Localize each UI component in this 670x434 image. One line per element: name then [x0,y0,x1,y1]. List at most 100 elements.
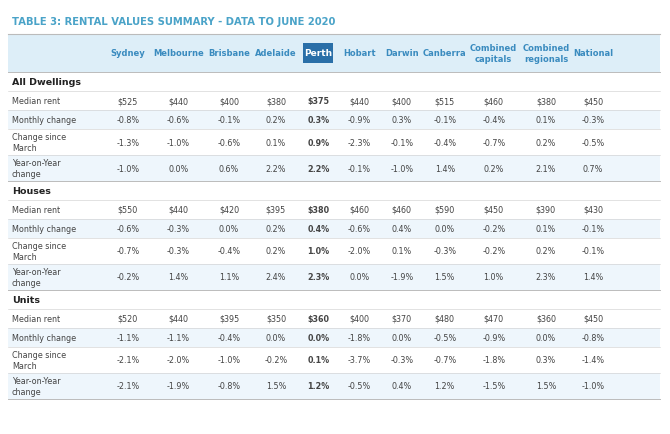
Text: -0.3%: -0.3% [167,247,190,256]
Text: $550: $550 [118,206,138,214]
Text: -1.0%: -1.0% [218,356,241,365]
Text: Darwin: Darwin [385,49,419,58]
Text: $380: $380 [536,97,556,106]
Bar [8,373,660,399]
Text: -1.8%: -1.8% [348,333,371,342]
Text: -1.0%: -1.0% [167,138,190,147]
Text: 0.2%: 0.2% [266,116,286,125]
Text: -0.7%: -0.7% [117,247,139,256]
Text: Perth: Perth [304,49,332,58]
Text: $470: $470 [484,314,504,323]
Text: -1.1%: -1.1% [117,333,139,342]
Text: -0.1%: -0.1% [348,164,371,173]
Bar [8,328,660,347]
Text: Brisbane: Brisbane [208,49,250,58]
Text: -0.6%: -0.6% [167,116,190,125]
Text: $440: $440 [168,206,188,214]
Text: Monthly change: Monthly change [12,333,76,342]
Text: 2.2%: 2.2% [307,164,330,173]
Text: -1.1%: -1.1% [167,333,190,342]
Text: $395: $395 [266,206,286,214]
Text: $440: $440 [350,97,369,106]
Bar [304,44,334,64]
Bar [8,309,660,328]
Text: 0.2%: 0.2% [484,164,504,173]
Text: -2.0%: -2.0% [167,356,190,365]
Text: 1.5%: 1.5% [435,273,455,282]
Text: 0.0%: 0.0% [392,333,412,342]
Text: -1.5%: -1.5% [482,381,505,391]
Text: -0.7%: -0.7% [482,138,505,147]
Text: $590: $590 [435,206,455,214]
Text: TABLE 3: RENTAL VALUES SUMMARY - DATA TO JUNE 2020: TABLE 3: RENTAL VALUES SUMMARY - DATA TO… [12,17,336,27]
Text: -1.8%: -1.8% [482,356,505,365]
Text: $400: $400 [219,97,239,106]
Text: $450: $450 [583,97,603,106]
Text: 0.1%: 0.1% [536,224,556,233]
Text: Sydney: Sydney [111,49,145,58]
Bar [8,156,660,181]
Text: Monthly change: Monthly change [12,116,76,125]
Text: $450: $450 [583,314,603,323]
Text: Median rent: Median rent [12,206,60,214]
Text: -0.6%: -0.6% [117,224,139,233]
Text: $360: $360 [308,314,330,323]
Text: $370: $370 [392,314,412,323]
Text: 1.5%: 1.5% [266,381,286,391]
Text: 0.2%: 0.2% [266,247,286,256]
Text: -0.9%: -0.9% [348,116,371,125]
Text: $440: $440 [168,314,188,323]
Text: -2.1%: -2.1% [117,381,139,391]
Text: 0.4%: 0.4% [308,224,330,233]
Text: $380: $380 [266,97,286,106]
Text: Units: Units [12,295,40,304]
Text: -1.9%: -1.9% [167,381,190,391]
Text: Median rent: Median rent [12,97,60,106]
Text: Canberra: Canberra [423,49,466,58]
Text: -2.0%: -2.0% [348,247,371,256]
Text: $350: $350 [266,314,286,323]
Text: $440: $440 [168,97,188,106]
Text: 0.0%: 0.0% [349,273,370,282]
Text: $450: $450 [484,206,504,214]
Bar [8,264,660,290]
Text: 2.2%: 2.2% [266,164,286,173]
Text: 2.4%: 2.4% [266,273,286,282]
Text: $515: $515 [435,97,455,106]
Text: $420: $420 [219,206,239,214]
Text: 2.3%: 2.3% [308,273,330,282]
Text: -0.4%: -0.4% [218,247,241,256]
Text: -0.4%: -0.4% [218,333,241,342]
Text: -0.2%: -0.2% [117,273,139,282]
Text: -0.4%: -0.4% [482,116,505,125]
Text: -0.1%: -0.1% [390,138,413,147]
Text: -0.1%: -0.1% [218,116,241,125]
Text: 0.0%: 0.0% [308,333,330,342]
Text: Hobart: Hobart [343,49,376,58]
Text: -1.0%: -1.0% [390,164,413,173]
Text: $460: $460 [392,206,412,214]
Text: -2.1%: -2.1% [117,356,139,365]
Text: 1.0%: 1.0% [484,273,504,282]
Text: 0.3%: 0.3% [392,116,412,125]
Text: 1.0%: 1.0% [308,247,330,256]
Text: 0.3%: 0.3% [536,356,556,365]
Text: -0.2%: -0.2% [482,224,505,233]
Text: $375: $375 [308,97,330,106]
Text: Change since
March: Change since March [12,133,66,152]
Text: 0.0%: 0.0% [536,333,556,342]
Text: Year-on-Year
change: Year-on-Year change [12,376,60,396]
Text: Houses: Houses [12,187,51,196]
Text: 1.2%: 1.2% [308,381,330,391]
Bar [8,92,660,111]
Bar [8,347,660,373]
Text: $460: $460 [484,97,504,106]
Text: -0.8%: -0.8% [582,333,605,342]
Text: 0.1%: 0.1% [392,247,412,256]
Text: -1.0%: -1.0% [117,164,139,173]
Text: $390: $390 [536,206,556,214]
Text: -0.8%: -0.8% [117,116,139,125]
Text: 0.0%: 0.0% [219,224,239,233]
Text: $400: $400 [392,97,412,106]
Text: -0.3%: -0.3% [167,224,190,233]
